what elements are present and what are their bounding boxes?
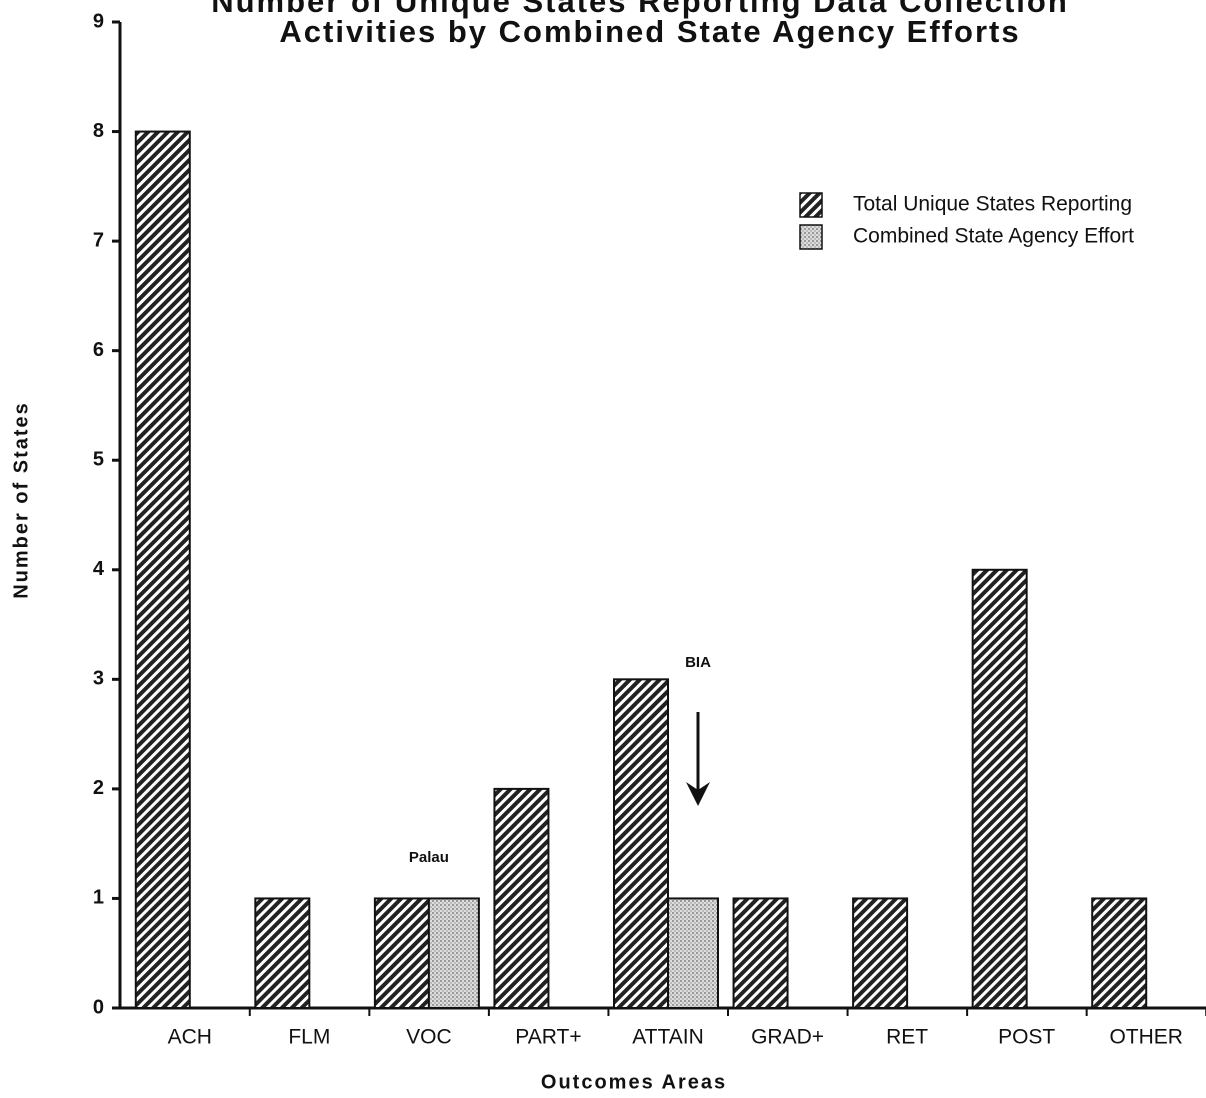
arrow-head (686, 782, 710, 806)
legend-label: Total Unique States Reporting (853, 193, 1132, 216)
bar (134, 130, 191, 1010)
legend-swatch (799, 192, 823, 218)
bar (732, 897, 789, 1010)
y-tick-label: 0 (93, 996, 104, 1018)
x-tick-label: ACH (168, 1026, 212, 1049)
bar (971, 568, 1028, 1009)
y-tick-label: 4 (93, 558, 105, 580)
legend-label: Combined State Agency Effort (853, 225, 1134, 248)
y-tick-label: 9 (93, 10, 104, 32)
y-tick-label: 6 (93, 339, 104, 361)
x-tick-label: FLM (288, 1026, 330, 1049)
x-tick-label: POST (998, 1026, 1055, 1049)
x-tick-label: OTHER (1109, 1026, 1183, 1049)
bar (254, 897, 311, 1010)
x-tick-label: ATTAIN (632, 1026, 704, 1049)
chart-title: Number of Unique States Reporting Data C… (211, 0, 1069, 19)
chart-title: Activities by Combined State Agency Effo… (279, 14, 1020, 49)
y-tick-label: 5 (93, 449, 104, 471)
y-tick-label: 8 (93, 120, 104, 142)
bar (493, 787, 550, 1010)
legend-swatch (799, 224, 823, 250)
x-tick-label: GRAD+ (751, 1026, 824, 1049)
bar (613, 678, 669, 1009)
bar (427, 897, 480, 1010)
x-tick-label: PART+ (515, 1026, 581, 1049)
y-tick-label: 7 (93, 229, 104, 251)
annotation: BIA (685, 654, 711, 671)
bar (1091, 897, 1148, 1010)
y-tick-label: 2 (93, 777, 104, 799)
y-tick-label: 1 (93, 887, 104, 909)
x-tick-label: RET (886, 1026, 928, 1049)
bar (373, 897, 430, 1010)
x-tick-label: VOC (406, 1026, 452, 1049)
y-tick-label: 3 (93, 668, 104, 690)
bar (852, 897, 909, 1010)
x-axis-title: Outcomes Areas (541, 1071, 727, 1093)
annotation: Palau (409, 849, 449, 866)
y-axis-title: Number of States (10, 401, 32, 599)
bar (667, 897, 719, 1010)
